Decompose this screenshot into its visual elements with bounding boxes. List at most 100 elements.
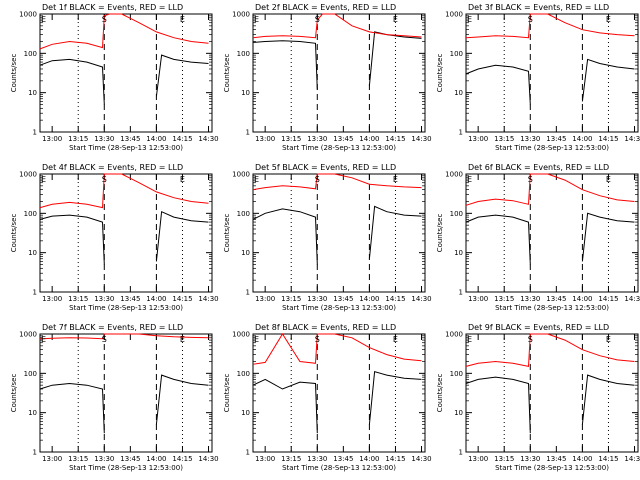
chart-panel-1: Det 1f BLACK = Events, RED = LLD 1 10 100 10… [10, 3, 219, 152]
event-marker-s: S [528, 15, 533, 24]
chart-panel-8: Det 8f BLACK = Events, RED = LLD 1 10 100 10… [223, 323, 432, 472]
chart-panel-5: Det 5f BLACK = Events, RED = LLD 1 10 100 10… [223, 163, 432, 312]
series-lld-line [465, 333, 635, 368]
x-tick-label: 14:30 [411, 135, 431, 143]
x-axis-label: Start Time (28-Sep-13 12:53:00) [495, 304, 609, 312]
x-axis-label: Start Time (28-Sep-13 12:53:00) [69, 304, 183, 312]
x-tick-label: 13:30 [94, 295, 114, 303]
x-tick-label: 13:45 [546, 295, 566, 303]
event-marker-s: S [102, 15, 107, 24]
x-tick-label: 14:00 [146, 295, 166, 303]
y-tick-label: 100 [450, 210, 463, 218]
series-lld-line [39, 13, 209, 50]
chart-title: Det 1f BLACK = Events, RED = LLD [42, 3, 183, 12]
chart-panel-2: Det 2f BLACK = Events, RED = LLD 1 10 100 10… [223, 3, 432, 152]
x-tick-label: 14:00 [146, 135, 166, 143]
x-axis-label: Start Time (28-Sep-13 12:53:00) [282, 144, 396, 152]
series-lld-line [252, 333, 422, 365]
y-tick-label: 1 [459, 289, 463, 297]
plot-frame [252, 13, 426, 133]
event-marker-e: E [254, 335, 259, 344]
y-tick-label: 1000 [232, 171, 250, 179]
event-marker-e: E [254, 15, 259, 24]
x-tick-label: 14:30 [624, 295, 640, 303]
series-lld-line [39, 173, 209, 209]
series-events-line [465, 212, 635, 265]
y-tick-label: 10 [454, 249, 463, 257]
y-tick-label: 100 [24, 370, 37, 378]
event-marker-s: S [528, 175, 533, 184]
x-tick-label: 14:15 [385, 135, 405, 143]
y-tick-label: 100 [237, 50, 250, 58]
plot-frame [252, 173, 426, 293]
series-events-line [465, 58, 635, 105]
x-tick-label: 14:00 [359, 295, 379, 303]
y-tick-label: 1 [33, 289, 37, 297]
y-tick-label: 1000 [232, 331, 250, 339]
y-tick-label: 1 [246, 289, 250, 297]
plot-frame [252, 333, 426, 453]
y-tick-label: 1 [33, 129, 37, 137]
event-marker-e: E [254, 175, 259, 184]
x-tick-label: 14:15 [598, 295, 618, 303]
x-tick-label: 13:30 [520, 295, 540, 303]
chart-title: Det 7f BLACK = Events, RED = LLD [42, 323, 183, 332]
x-tick-label: 14:15 [385, 455, 405, 463]
series-lld-line [252, 173, 422, 191]
event-marker-s: S [102, 335, 107, 344]
x-tick-label: 13:30 [94, 135, 114, 143]
x-tick-label: 14:15 [385, 295, 405, 303]
x-tick-label: 13:00 [255, 135, 275, 143]
plot-frame [39, 173, 213, 293]
y-tick-label: 10 [454, 409, 463, 417]
y-tick-label: 1 [246, 449, 250, 457]
chart-title: Det 8f BLACK = Events, RED = LLD [255, 323, 396, 332]
x-tick-label: 13:30 [520, 455, 540, 463]
y-tick-label: 10 [241, 409, 250, 417]
x-tick-label: 14:15 [598, 135, 618, 143]
x-tick-label: 14:15 [172, 295, 192, 303]
event-marker-e: E [393, 175, 398, 184]
x-tick-label: 13:45 [333, 295, 353, 303]
plot-frame [39, 13, 213, 133]
y-tick-label: 100 [450, 50, 463, 58]
x-tick-label: 13:00 [42, 295, 62, 303]
event-marker-e: E [606, 15, 611, 24]
series-events-line [465, 374, 635, 434]
chart-panel-9: Det 9f BLACK = Events, RED = LLD 1 10 100 10… [436, 323, 640, 472]
x-axis-label: Start Time (28-Sep-13 12:53:00) [495, 464, 609, 472]
x-tick-label: 13:15 [281, 455, 301, 463]
x-tick-label: 14:00 [572, 455, 592, 463]
x-tick-label: 13:00 [468, 455, 488, 463]
y-tick-label: 1000 [19, 331, 37, 339]
x-tick-label: 13:30 [94, 455, 114, 463]
y-tick-label: 1 [246, 129, 250, 137]
x-tick-label: 13:15 [281, 135, 301, 143]
x-tick-label: 14:00 [572, 295, 592, 303]
event-marker-s: S [315, 335, 320, 344]
series-events-line [252, 205, 422, 265]
y-tick-label: 10 [454, 89, 463, 97]
y-tick-label: 1000 [19, 11, 37, 19]
event-marker-e: E [180, 175, 185, 184]
y-axis-label: Counts/sec [223, 374, 231, 413]
y-axis-label: Counts/sec [436, 374, 444, 413]
chart-panel-3: Det 3f BLACK = Events, RED = LLD 1 10 100 10… [436, 3, 640, 152]
x-tick-label: 13:45 [333, 455, 353, 463]
series-events-line [252, 31, 422, 90]
y-tick-label: 10 [241, 249, 250, 257]
y-tick-label: 100 [24, 50, 37, 58]
x-tick-label: 14:00 [359, 455, 379, 463]
chart-panel-6: Det 6f BLACK = Events, RED = LLD 1 10 100 10… [436, 163, 640, 312]
chart-title: Det 3f BLACK = Events, RED = LLD [468, 3, 609, 12]
x-tick-label: 13:45 [120, 455, 140, 463]
series-events-line [39, 54, 209, 105]
chart-title: Det 4f BLACK = Events, RED = LLD [42, 163, 183, 172]
event-marker-s: S [528, 335, 533, 344]
series-lld-line [465, 13, 635, 39]
x-tick-label: 14:00 [146, 455, 166, 463]
x-tick-label: 13:00 [468, 295, 488, 303]
y-tick-label: 10 [241, 89, 250, 97]
event-marker-e: E [467, 175, 472, 184]
